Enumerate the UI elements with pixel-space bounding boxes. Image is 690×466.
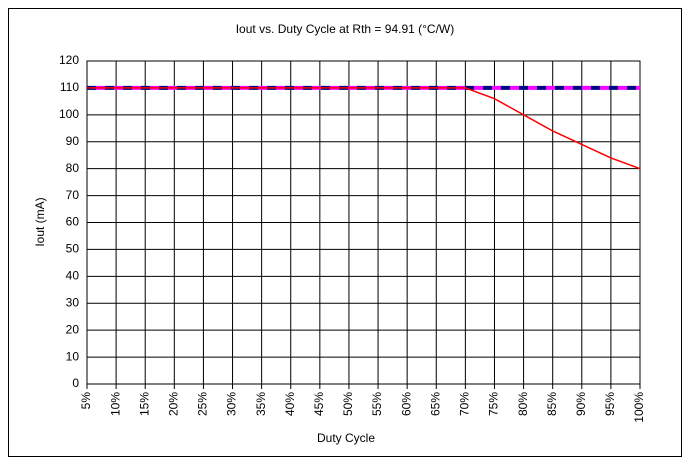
- y-tick-label: 80: [66, 161, 80, 175]
- y-tick-label: 50: [66, 242, 80, 256]
- x-tick-label: 70%: [458, 392, 472, 416]
- x-tick-label: 5%: [79, 392, 93, 410]
- y-tick-label: 70: [66, 188, 80, 202]
- x-axis-label: Duty Cycle: [317, 431, 375, 445]
- x-tick-label: 85%: [545, 392, 559, 416]
- y-tick-label: 100: [59, 107, 79, 121]
- x-tick-label: 25%: [196, 392, 210, 416]
- x-tick-label: 75%: [487, 392, 501, 416]
- x-tick-label: 55%: [370, 392, 384, 416]
- x-tick-label: 45%: [312, 392, 326, 416]
- y-tick-label: 10: [66, 349, 80, 363]
- x-tick-label: 30%: [225, 392, 239, 416]
- x-tick-label: 100%: [632, 392, 646, 423]
- chart-border: [8, 8, 682, 457]
- y-axis-label: Iout (mA): [33, 197, 47, 246]
- plot-border: [86, 60, 641, 385]
- x-tick-label: 50%: [341, 392, 355, 416]
- y-tick-label: 90: [66, 134, 80, 148]
- x-tick-label: 10%: [108, 392, 122, 416]
- y-tick-label: 120: [59, 53, 79, 67]
- x-tick-label: 15%: [137, 392, 151, 416]
- x-tick-label: 40%: [283, 392, 297, 416]
- x-tick-label: 35%: [254, 392, 268, 416]
- x-tick-label: 60%: [399, 392, 413, 416]
- x-tick-label: 95%: [603, 392, 617, 416]
- chart-title: Iout vs. Duty Cycle at Rth = 94.91 (°C/W…: [236, 22, 455, 36]
- series-line: [87, 87, 641, 170]
- x-tick-label: 80%: [516, 392, 530, 416]
- y-tick-label: 60: [66, 215, 80, 229]
- y-tick-label: 30: [66, 295, 80, 309]
- y-tick-label: 40: [66, 269, 80, 283]
- y-tick-label: 110: [60, 80, 79, 94]
- x-tick-label: 20%: [166, 392, 180, 416]
- y-tick-label: 20: [66, 322, 80, 336]
- y-tick-label: 0: [72, 376, 79, 390]
- x-tick-label: 90%: [574, 392, 588, 416]
- x-tick-label: 65%: [428, 392, 442, 416]
